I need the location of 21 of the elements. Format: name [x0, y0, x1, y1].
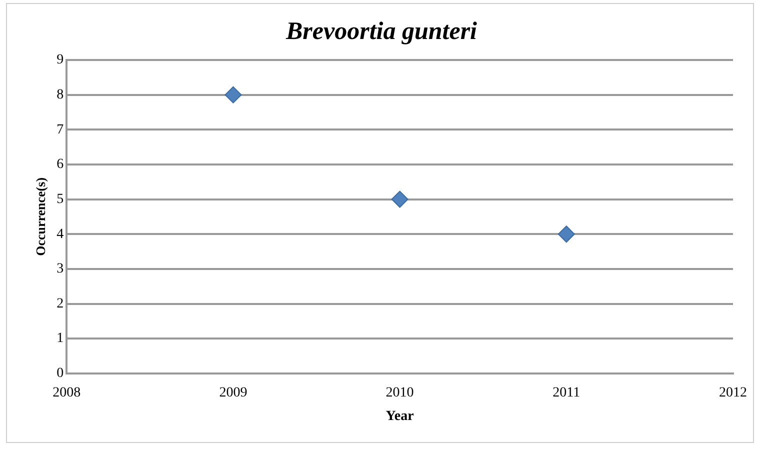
y-tick-label: 2	[56, 296, 64, 312]
x-tick-label: 2009	[219, 385, 248, 400]
y-tick-label: 9	[56, 52, 64, 68]
y-tick-label: 1	[56, 331, 64, 346]
chart-title: Brevoortia gunteri	[284, 18, 478, 46]
y-tick-label: 6	[56, 157, 64, 172]
x-tick-label: 2010	[386, 385, 414, 400]
x-tick-label: 2008	[52, 385, 81, 400]
x-tick-label: 2011	[552, 385, 580, 400]
y-tick-label: 4	[56, 226, 64, 242]
y-tick-label: 5	[56, 192, 64, 207]
point	[224, 86, 242, 104]
x-tick-label: 2012	[719, 385, 747, 400]
x-axis-title: Year	[386, 409, 414, 424]
y-tick-label: 3	[56, 262, 64, 277]
y-tick-label: 8	[56, 87, 64, 102]
y-tick-label: 7	[56, 122, 64, 138]
y-axis-title: Occurrence(s)	[33, 177, 48, 256]
point	[558, 226, 575, 243]
point	[391, 190, 408, 208]
y-tick-label: 0	[56, 366, 64, 382]
